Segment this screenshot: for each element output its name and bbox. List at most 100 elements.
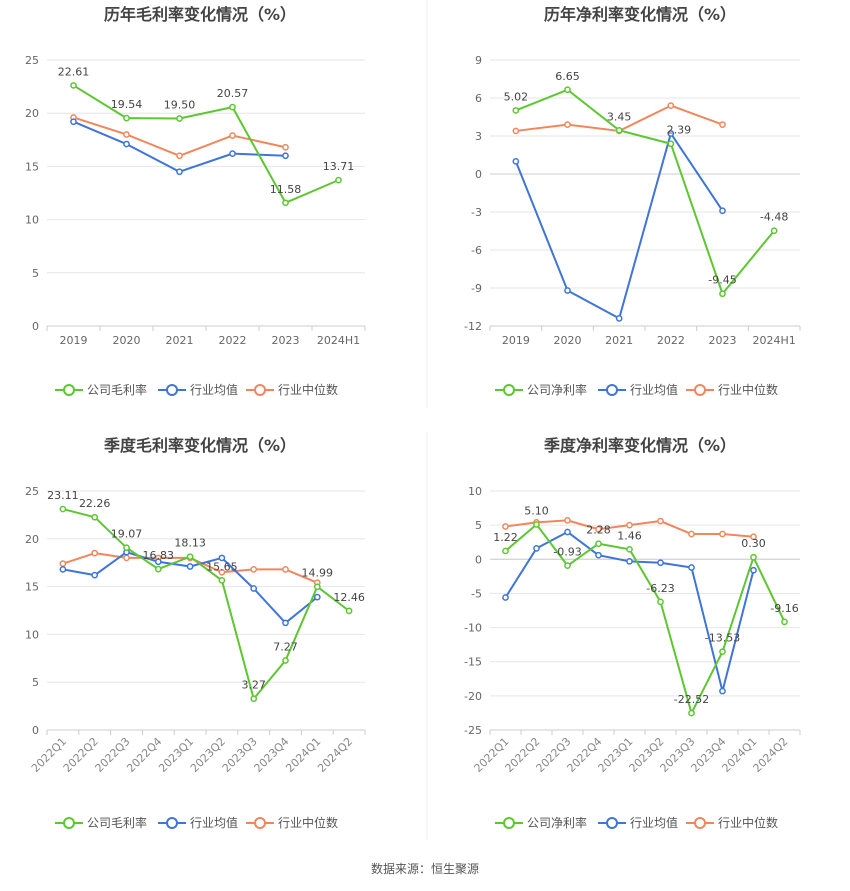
legend-marker-median [694,817,706,829]
legend-marker-company [63,384,75,396]
data-label: 13.71 [323,160,355,173]
data-point-company [154,565,162,573]
chart-title: 季度净利率变化情况（%） [543,436,736,455]
data-label: 12.46 [333,591,365,604]
y-tick-label: 0 [32,724,39,737]
y-tick-label: -9 [471,282,482,295]
data-label: -6.23 [646,582,674,595]
y-tick-label: 10 [25,214,39,227]
legend: 公司净利率 行业均值 行业中位数 [495,382,778,397]
data-point-company [229,103,236,111]
chart-2: 历年净利率变化情况（%） -12 -9 -6 -3 0 3 6 9 2019 2020 2021 202… [464,5,801,397]
data-label: 15.65 [206,560,238,573]
data-point-median [123,554,130,562]
data-point-median [626,521,633,529]
data-point-company [667,140,675,148]
series-line-company [504,523,786,715]
legend: 公司毛利率 行业均值 行业中位数 [55,815,338,830]
y-tick-label: 10 [468,485,482,498]
x-tick-label: 2022 [219,334,247,347]
data-point-avg [564,287,571,294]
series-line-company [62,508,350,700]
chart-title: 历年毛利率变化情况（%） [104,5,296,24]
data-point-avg [154,558,162,566]
series-line-company [72,84,339,204]
legend-marker-avg [166,817,178,829]
data-point-avg [250,585,258,592]
legend-marker-avg [166,384,178,396]
legend-marker-median [254,384,266,396]
data-label: 6.65 [555,70,580,83]
data-point-median [250,566,258,573]
y-tick-label: 6 [475,92,482,105]
data-label: 5.02 [504,90,529,103]
data-label: 16.83 [143,549,175,562]
data-point-avg [719,207,726,215]
data-point-avg [657,559,664,567]
data-point-avg [282,619,289,627]
x-tick-label: 2024H1 [317,334,360,347]
y-tick-label: -25 [464,724,482,737]
data-point-company [688,709,695,717]
data-label: -13.53 [705,632,740,645]
data-point-avg [719,687,726,695]
data-point-avg [626,557,633,565]
legend-marker-median [254,817,266,829]
y-tick-label: 20 [25,107,39,120]
data-point-avg [502,594,509,601]
data-point-avg [70,118,77,126]
data-point-avg [512,157,520,165]
data-label: 18.13 [174,537,206,550]
chart-1: 历年毛利率变化情况（%） 0 5 10 15 20 25 2019 2020 2021 2022 20… [25,5,366,397]
y-tick-label: 5 [32,676,39,689]
data-point-median [218,568,226,576]
data-point-company [615,126,623,134]
legend-label-company: 公司净利率 [527,815,587,830]
y-tick-label: 3 [475,130,482,143]
y-tick-label: -5 [471,587,482,600]
y-tick-label: 15 [25,160,39,173]
legend-label-median: 行业中位数 [718,382,778,397]
legend-label-avg: 行业均值 [190,815,238,830]
y-tick-label: 5 [32,267,39,280]
data-point-median [502,523,509,530]
data-point-company [313,583,321,591]
legend-marker-avg [606,817,618,829]
legend-label-median: 行业中位数 [278,815,338,830]
y-tick-label: 25 [25,54,39,67]
legend: 公司毛利率 行业均值 行业中位数 [55,382,338,397]
data-label: 14.99 [302,567,334,580]
x-tick-label: 2021 [605,334,633,347]
y-tick-label: 0 [475,168,482,181]
data-label: 2.39 [667,124,692,137]
data-label: 7.27 [273,640,298,653]
data-source-note: 数据来源：恒生聚源 [370,862,479,876]
data-label: -9.16 [770,602,798,615]
data-label: 19.50 [164,99,196,112]
y-tick-label: -10 [464,622,482,635]
data-point-median [229,132,236,139]
data-label: -0.93 [553,546,581,559]
y-tick-label: 0 [475,553,482,566]
data-point-avg [533,545,540,552]
y-tick-label: 15 [25,581,39,594]
data-point-median [176,152,183,160]
data-point-company [91,513,99,521]
y-tick-label: -15 [464,656,482,669]
data-point-avg [667,130,675,137]
chart-4: 季度净利率变化情况（%）-25-20-15-10-505102022Q12022… [464,436,801,830]
x-tick-label: 2020 [113,334,141,347]
data-point-company [770,227,778,235]
data-point-median [59,560,67,568]
legend-label-avg: 行业均值 [190,382,238,397]
data-label: 1.46 [617,529,642,542]
series-line-avg [62,551,318,624]
data-point-median [512,127,520,135]
legend-marker-median [694,384,706,396]
data-point-avg [91,571,99,579]
data-label: 19.54 [111,98,143,111]
data-point-company [657,598,664,606]
data-point-company [512,107,520,114]
data-label: 1.22 [493,531,518,544]
